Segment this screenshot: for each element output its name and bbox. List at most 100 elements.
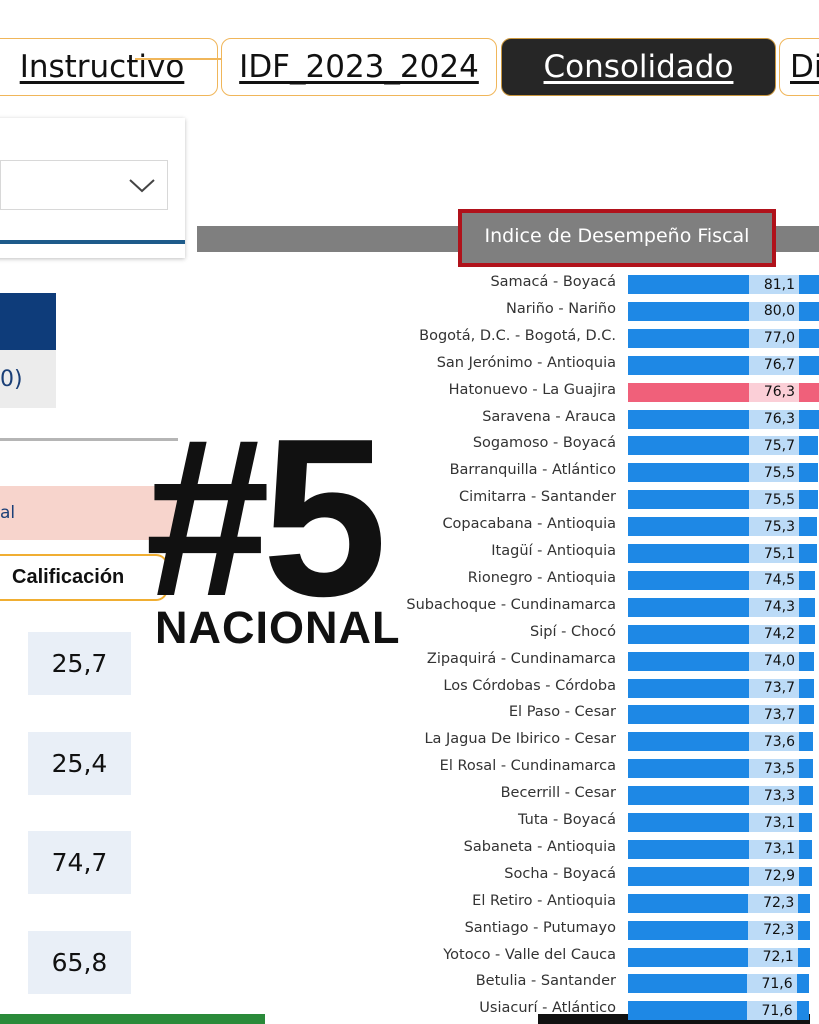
bar-value-label: 72,9 bbox=[763, 868, 795, 885]
bar-value-background bbox=[749, 570, 799, 590]
bar-value-background bbox=[749, 705, 799, 725]
bar-value-label: 72,1 bbox=[762, 949, 794, 965]
bar-value-label: 75,5 bbox=[763, 491, 795, 508]
bar-label: Becerrill - Cesar bbox=[500, 785, 616, 802]
rank-number: #5 bbox=[145, 391, 387, 643]
bar-label: Los Córdobas - Córdoba bbox=[443, 677, 616, 694]
bar-label: Itagüí - Antioquia bbox=[491, 543, 616, 559]
bar-value-background bbox=[749, 678, 799, 698]
bar-value-label: 72,3 bbox=[763, 922, 795, 939]
bar-label: Santiago - Putumayo bbox=[464, 919, 616, 936]
tab-decoration-line bbox=[135, 58, 245, 60]
bar-value-label: 74,5 bbox=[763, 572, 795, 589]
tab-instructivo[interactable]: Instructivo bbox=[0, 38, 218, 96]
score-value: 65,8 bbox=[51, 948, 108, 977]
bar-value-background bbox=[749, 355, 799, 375]
bar-value-background bbox=[747, 947, 798, 967]
value-cell-text: 0) bbox=[0, 366, 23, 392]
bar-value-label: 73,7 bbox=[763, 706, 795, 723]
value-cell: 0) bbox=[0, 350, 56, 408]
green-footer-bar bbox=[0, 1014, 265, 1024]
bar-value-background bbox=[749, 544, 799, 563]
bar-value-background bbox=[749, 463, 799, 483]
bar-label: Hatonuevo - La Guajira bbox=[448, 381, 616, 398]
bar-label: Usiacurí - Atlántico bbox=[479, 1000, 616, 1017]
bar-value-background bbox=[749, 490, 799, 510]
calificacion-button[interactable]: Calificación bbox=[0, 554, 168, 601]
filter-dropdown[interactable] bbox=[0, 160, 168, 210]
tab-instructivo-label: Instructivo bbox=[19, 49, 185, 85]
tab-di[interactable]: Di bbox=[779, 38, 819, 96]
bar-value-label: 73,7 bbox=[763, 680, 795, 696]
bar-label: Samacá - Boyacá bbox=[490, 274, 616, 290]
panel-divider bbox=[0, 240, 185, 244]
bar-value-label: 73,3 bbox=[763, 787, 795, 804]
bar-value-label: 74,3 bbox=[763, 599, 795, 616]
bar-value-label: 76,7 bbox=[763, 357, 795, 374]
score-value: 74,7 bbox=[51, 848, 108, 877]
bar-value-background bbox=[749, 597, 799, 617]
category-bar-label: al bbox=[0, 503, 16, 523]
bar-value-background bbox=[749, 624, 799, 644]
bar-value-label: 73,6 bbox=[763, 733, 795, 750]
bar-value-background bbox=[749, 436, 799, 456]
bar-value-label: 73,1 bbox=[763, 841, 795, 858]
bar-label: Barranquilla - Atlántico bbox=[449, 462, 616, 479]
bar-value-label: 75,3 bbox=[763, 518, 795, 535]
score-value: 25,4 bbox=[51, 749, 108, 778]
bar-label: Betulia - Santander bbox=[475, 973, 616, 990]
bar-value-background bbox=[749, 813, 799, 832]
header-cell bbox=[0, 293, 56, 350]
bar-label: Sogamoso - Boyacá bbox=[472, 435, 616, 452]
bar-label: Bogotá, D.C. - Bogotá, D.C. bbox=[419, 327, 616, 344]
bar-value-background bbox=[749, 409, 799, 429]
bar-label: Subachoque - Cundinamarca bbox=[406, 596, 616, 613]
rank-label: NACIONAL bbox=[155, 602, 401, 653]
bar-value-label: 71,6 bbox=[761, 975, 793, 992]
bar-value-background bbox=[749, 786, 799, 806]
bar-label: Tuta - Boyacá bbox=[517, 812, 616, 828]
bar-label: Copacabana - Antioquia bbox=[442, 516, 616, 533]
bar-value-background bbox=[749, 651, 799, 671]
bar-value-label: 71,6 bbox=[761, 1002, 793, 1019]
calificacion-label: Calificación bbox=[12, 566, 125, 588]
bar-value-label: 77,0 bbox=[763, 330, 795, 347]
bar-value-background bbox=[749, 275, 799, 294]
tab-di-label: Di bbox=[790, 49, 819, 85]
bar-value-background bbox=[746, 1001, 797, 1021]
bar-value-background bbox=[746, 974, 797, 994]
bar-value-background bbox=[749, 328, 799, 348]
bar-label: Cimitarra - Santander bbox=[458, 489, 616, 506]
bar-label: Socha - Boyacá bbox=[504, 865, 616, 882]
bar-value-background bbox=[749, 866, 799, 886]
bar-label: El Retiro - Antioquia bbox=[472, 892, 616, 909]
bar-value-background bbox=[749, 759, 799, 779]
bar-value-label: 75,1 bbox=[763, 545, 795, 562]
bar-value-label: 73,1 bbox=[763, 814, 795, 831]
tab-consolidado[interactable]: Consolidado bbox=[501, 38, 776, 96]
bar-value-label: 76,3 bbox=[763, 384, 795, 401]
bar-value-background bbox=[748, 893, 799, 913]
tab-consolidado-label: Consolidado bbox=[543, 49, 734, 85]
bar-label: Sipí - Chocó bbox=[530, 623, 616, 640]
bar-label: La Jagua De Ibirico - Cesar bbox=[424, 731, 616, 748]
bar-label: Rionegro - Antioquia bbox=[467, 569, 616, 586]
score-box: 65,8 bbox=[28, 931, 131, 994]
bar-label: Yotoco - Valle del Cauca bbox=[443, 946, 616, 963]
bar-value-background bbox=[749, 517, 799, 537]
bar-label: Zipaquirá - Cundinamarca bbox=[426, 650, 616, 667]
bar-value-label: 72,3 bbox=[763, 895, 795, 912]
bar-label: San Jerónimo - Antioquia bbox=[436, 354, 616, 371]
bar-value-label: 74,0 bbox=[763, 653, 795, 670]
bar-label: Saravena - Arauca bbox=[482, 408, 616, 425]
bar-label: Sabaneta - Antioquia bbox=[463, 838, 616, 855]
section-divider bbox=[0, 438, 178, 441]
chart-title: Indice de Desempeño Fiscal bbox=[458, 209, 776, 267]
score-box: 25,4 bbox=[28, 732, 131, 795]
bar-value-label: 76,3 bbox=[763, 411, 795, 427]
tab-idf-2023-2024[interactable]: IDF_2023_2024 bbox=[221, 38, 497, 96]
score-box: 25,7 bbox=[28, 632, 131, 695]
bar-value-label: 75,5 bbox=[763, 464, 795, 481]
bar-label: El Rosal - Cundinamarca bbox=[439, 758, 616, 775]
chevron-down-icon bbox=[129, 179, 155, 193]
